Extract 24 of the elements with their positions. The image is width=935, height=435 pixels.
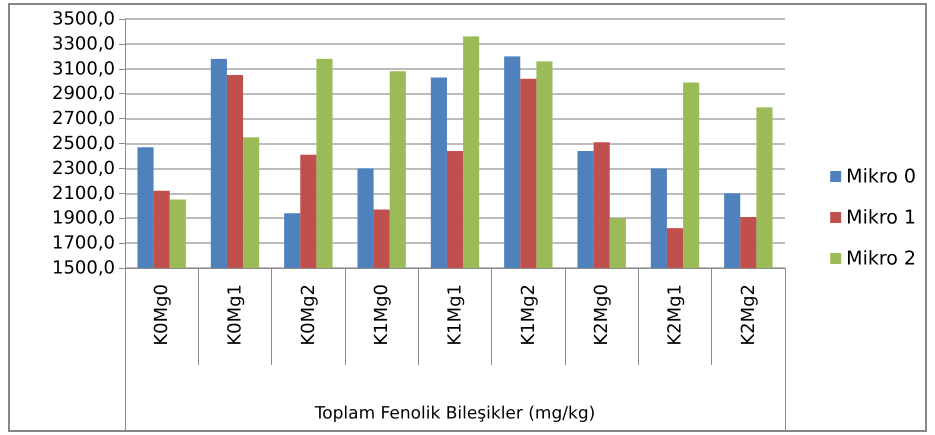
x-axis-title: Toplam Fenolik Bileşikler (mg/kg) bbox=[314, 404, 596, 424]
legend-label: Mikro 0 bbox=[846, 166, 916, 188]
y-tick-label: 3500,0 bbox=[52, 8, 115, 30]
x-tick-label: K2Mg2 bbox=[738, 284, 759, 346]
x-tick-label: K1Mg2 bbox=[518, 284, 539, 346]
y-tick-label: 2700,0 bbox=[52, 108, 115, 130]
y-tick-label: 3100,0 bbox=[52, 58, 115, 80]
y-tick-label: 1700,0 bbox=[52, 232, 115, 254]
y-tick-label: 2900,0 bbox=[52, 83, 115, 104]
y-tick-label: 2300,0 bbox=[52, 158, 115, 179]
legend-label: Mikro 2 bbox=[846, 248, 916, 270]
x-tick-label: K0Mg2 bbox=[298, 284, 319, 346]
x-tick-label: K2Mg0 bbox=[591, 284, 612, 346]
y-tick-label: 1500,0 bbox=[52, 258, 115, 278]
y-tick-label: 2500,0 bbox=[52, 133, 115, 154]
x-tick-label: K1Mg0 bbox=[371, 284, 392, 346]
y-tick-label: 1900,0 bbox=[52, 208, 115, 229]
y-tick-label: 3300,0 bbox=[52, 33, 115, 54]
x-tick-label: K1Mg1 bbox=[444, 284, 466, 346]
y-tick-label: 2100,0 bbox=[52, 182, 115, 204]
x-tick-label: K0Mg1 bbox=[224, 284, 246, 346]
legend-label: Mikro 1 bbox=[846, 206, 916, 228]
x-tick-label: K2Mg1 bbox=[664, 284, 686, 346]
x-tick-label: K0Mg0 bbox=[151, 284, 172, 346]
